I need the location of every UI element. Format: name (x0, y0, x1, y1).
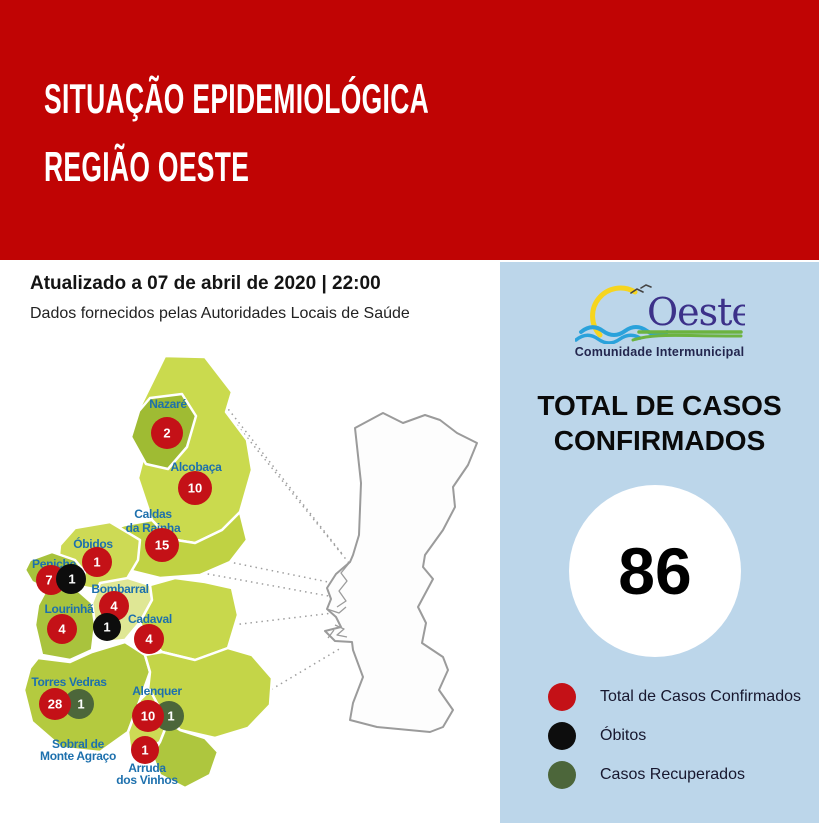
recovered-count: 1 (167, 709, 174, 724)
legend-row-recovered: Casos Recuperados (548, 761, 801, 789)
muni-obidos: Óbidos 1 (73, 536, 114, 577)
muni-lourinha: Lourinhã 4 (45, 602, 95, 644)
confirmed-badge (134, 624, 164, 654)
deaths-dot-icon (548, 722, 576, 750)
muni-peniche: Peniche 7 1 (32, 557, 86, 595)
total-cases-circle: 86 (569, 485, 741, 657)
updated-timestamp: Atualizado a 07 de abril de 2020 | 22:00 (30, 273, 381, 294)
confirmed-count: 7 (45, 573, 52, 588)
map-connector-lines (173, 404, 350, 696)
muni-caldas-da-rainha: Caldas da Rainha 15 (126, 507, 181, 562)
confirmed-count: 28 (48, 697, 62, 712)
muni-label: Lourinhã (45, 602, 95, 616)
recovered-badge (64, 689, 94, 719)
data-source-note: Dados fornecidos pelas Autoridades Locai… (30, 305, 410, 322)
summary-panel: Oeste Comunidade Intermunicipal TOTAL DE… (500, 262, 819, 823)
muni-alcobaca: Alcobaça 10 (171, 460, 223, 505)
confirmed-count: 4 (110, 599, 118, 614)
muni-label: Óbidos (73, 536, 113, 551)
deaths-count: 1 (68, 572, 75, 587)
muni-label: Cadaval (128, 612, 172, 626)
total-cases-heading: TOTAL DE CASOS CONFIRMADOS (500, 388, 819, 458)
legend-label-deaths: Óbitos (600, 727, 647, 744)
muni-alenquer: Alenquer 10 1 (132, 684, 184, 732)
logo-wordmark: Oeste (647, 290, 745, 334)
confirmed-count: 15 (155, 538, 169, 553)
legend-row-deaths: Óbitos (548, 722, 801, 750)
confirmed-badge (82, 547, 112, 577)
muni-label: Sobral de (52, 737, 105, 751)
total-cases-heading-line2: CONFIRMADOS (553, 425, 766, 456)
muni-label: Caldas (134, 507, 172, 521)
total-cases-heading-line1: TOTAL DE CASOS (537, 390, 782, 421)
confirmed-dot-icon (548, 683, 576, 711)
header-banner: SITUAÇÃO EPIDEMIOLÓGICA REGIÃO OESTE (0, 0, 819, 260)
recovered-count: 1 (77, 697, 84, 712)
legend-row-confirmed: Total de Casos Confirmados (548, 683, 801, 711)
muni-label: Monte Agraço (40, 749, 116, 763)
legend-label-recovered: Casos Recuperados (600, 766, 745, 783)
muni-sobral: Sobral de Monte Agraço (40, 737, 116, 763)
confirmed-count: 1 (93, 555, 100, 570)
confirmed-badge (178, 471, 212, 505)
confirmed-count: 10 (188, 481, 202, 496)
muni-cadaval: Cadaval 4 (128, 612, 172, 654)
muni-label: Arruda (128, 761, 166, 775)
confirmed-badge (151, 417, 183, 449)
green-line-icon (631, 333, 742, 342)
wave-icon (578, 325, 669, 337)
muni-arruda: 1 Arruda dos Vinhos (116, 736, 179, 787)
confirmed-badge (39, 688, 71, 720)
wave-icon (574, 333, 642, 344)
confirmed-badge (145, 528, 179, 562)
muni-bombarral: Bombarral 4 1 (91, 582, 149, 641)
confirmed-count: 4 (145, 632, 153, 647)
confirmed-badge (131, 736, 159, 764)
muni-label: Bombarral (91, 582, 148, 596)
birds-icon (629, 284, 652, 294)
portugal-outline (324, 412, 478, 733)
confirmed-badge (132, 700, 164, 732)
page-title-line2: REGIÃO OESTE (44, 143, 250, 190)
confirmed-count: 1 (141, 743, 148, 758)
page-title-line1: SITUAÇÃO EPIDEMIOLÓGICA (44, 75, 430, 122)
muni-nazare: Nazaré 2 (149, 397, 188, 449)
recovered-dot-icon (548, 761, 576, 789)
confirmed-count: 4 (58, 622, 66, 637)
deaths-badge (56, 564, 86, 594)
oeste-logo-graphic: Oeste (574, 284, 745, 344)
muni-label: Torres Vedras (31, 675, 107, 689)
muni-label: Alcobaça (171, 460, 223, 474)
muni-label: Nazaré (149, 397, 187, 411)
legend-label-confirmed: Total de Casos Confirmados (600, 688, 801, 705)
muni-torres-vedras: Torres Vedras 28 1 (31, 675, 108, 720)
logo-subtitle: Comunidade Intermunicipal (574, 345, 745, 359)
confirmed-count: 2 (163, 426, 170, 441)
oeste-logo: Oeste Comunidade Intermunicipal (500, 280, 819, 359)
total-cases-value: 86 (618, 534, 692, 608)
legend: Total de Casos Confirmados Óbitos Casos … (548, 683, 801, 789)
muni-label: Alenquer (132, 684, 182, 698)
confirmed-badge (47, 614, 77, 644)
muni-label: dos Vinhos (116, 773, 178, 787)
deaths-count: 1 (103, 620, 110, 635)
confirmed-count: 10 (141, 709, 155, 724)
deaths-badge (93, 613, 121, 641)
oeste-region-map: Nazaré 2 Alcobaça 10 Caldas da Rainha 15… (22, 355, 478, 790)
map-panel: Atualizado a 07 de abril de 2020 | 22:00… (0, 260, 500, 823)
